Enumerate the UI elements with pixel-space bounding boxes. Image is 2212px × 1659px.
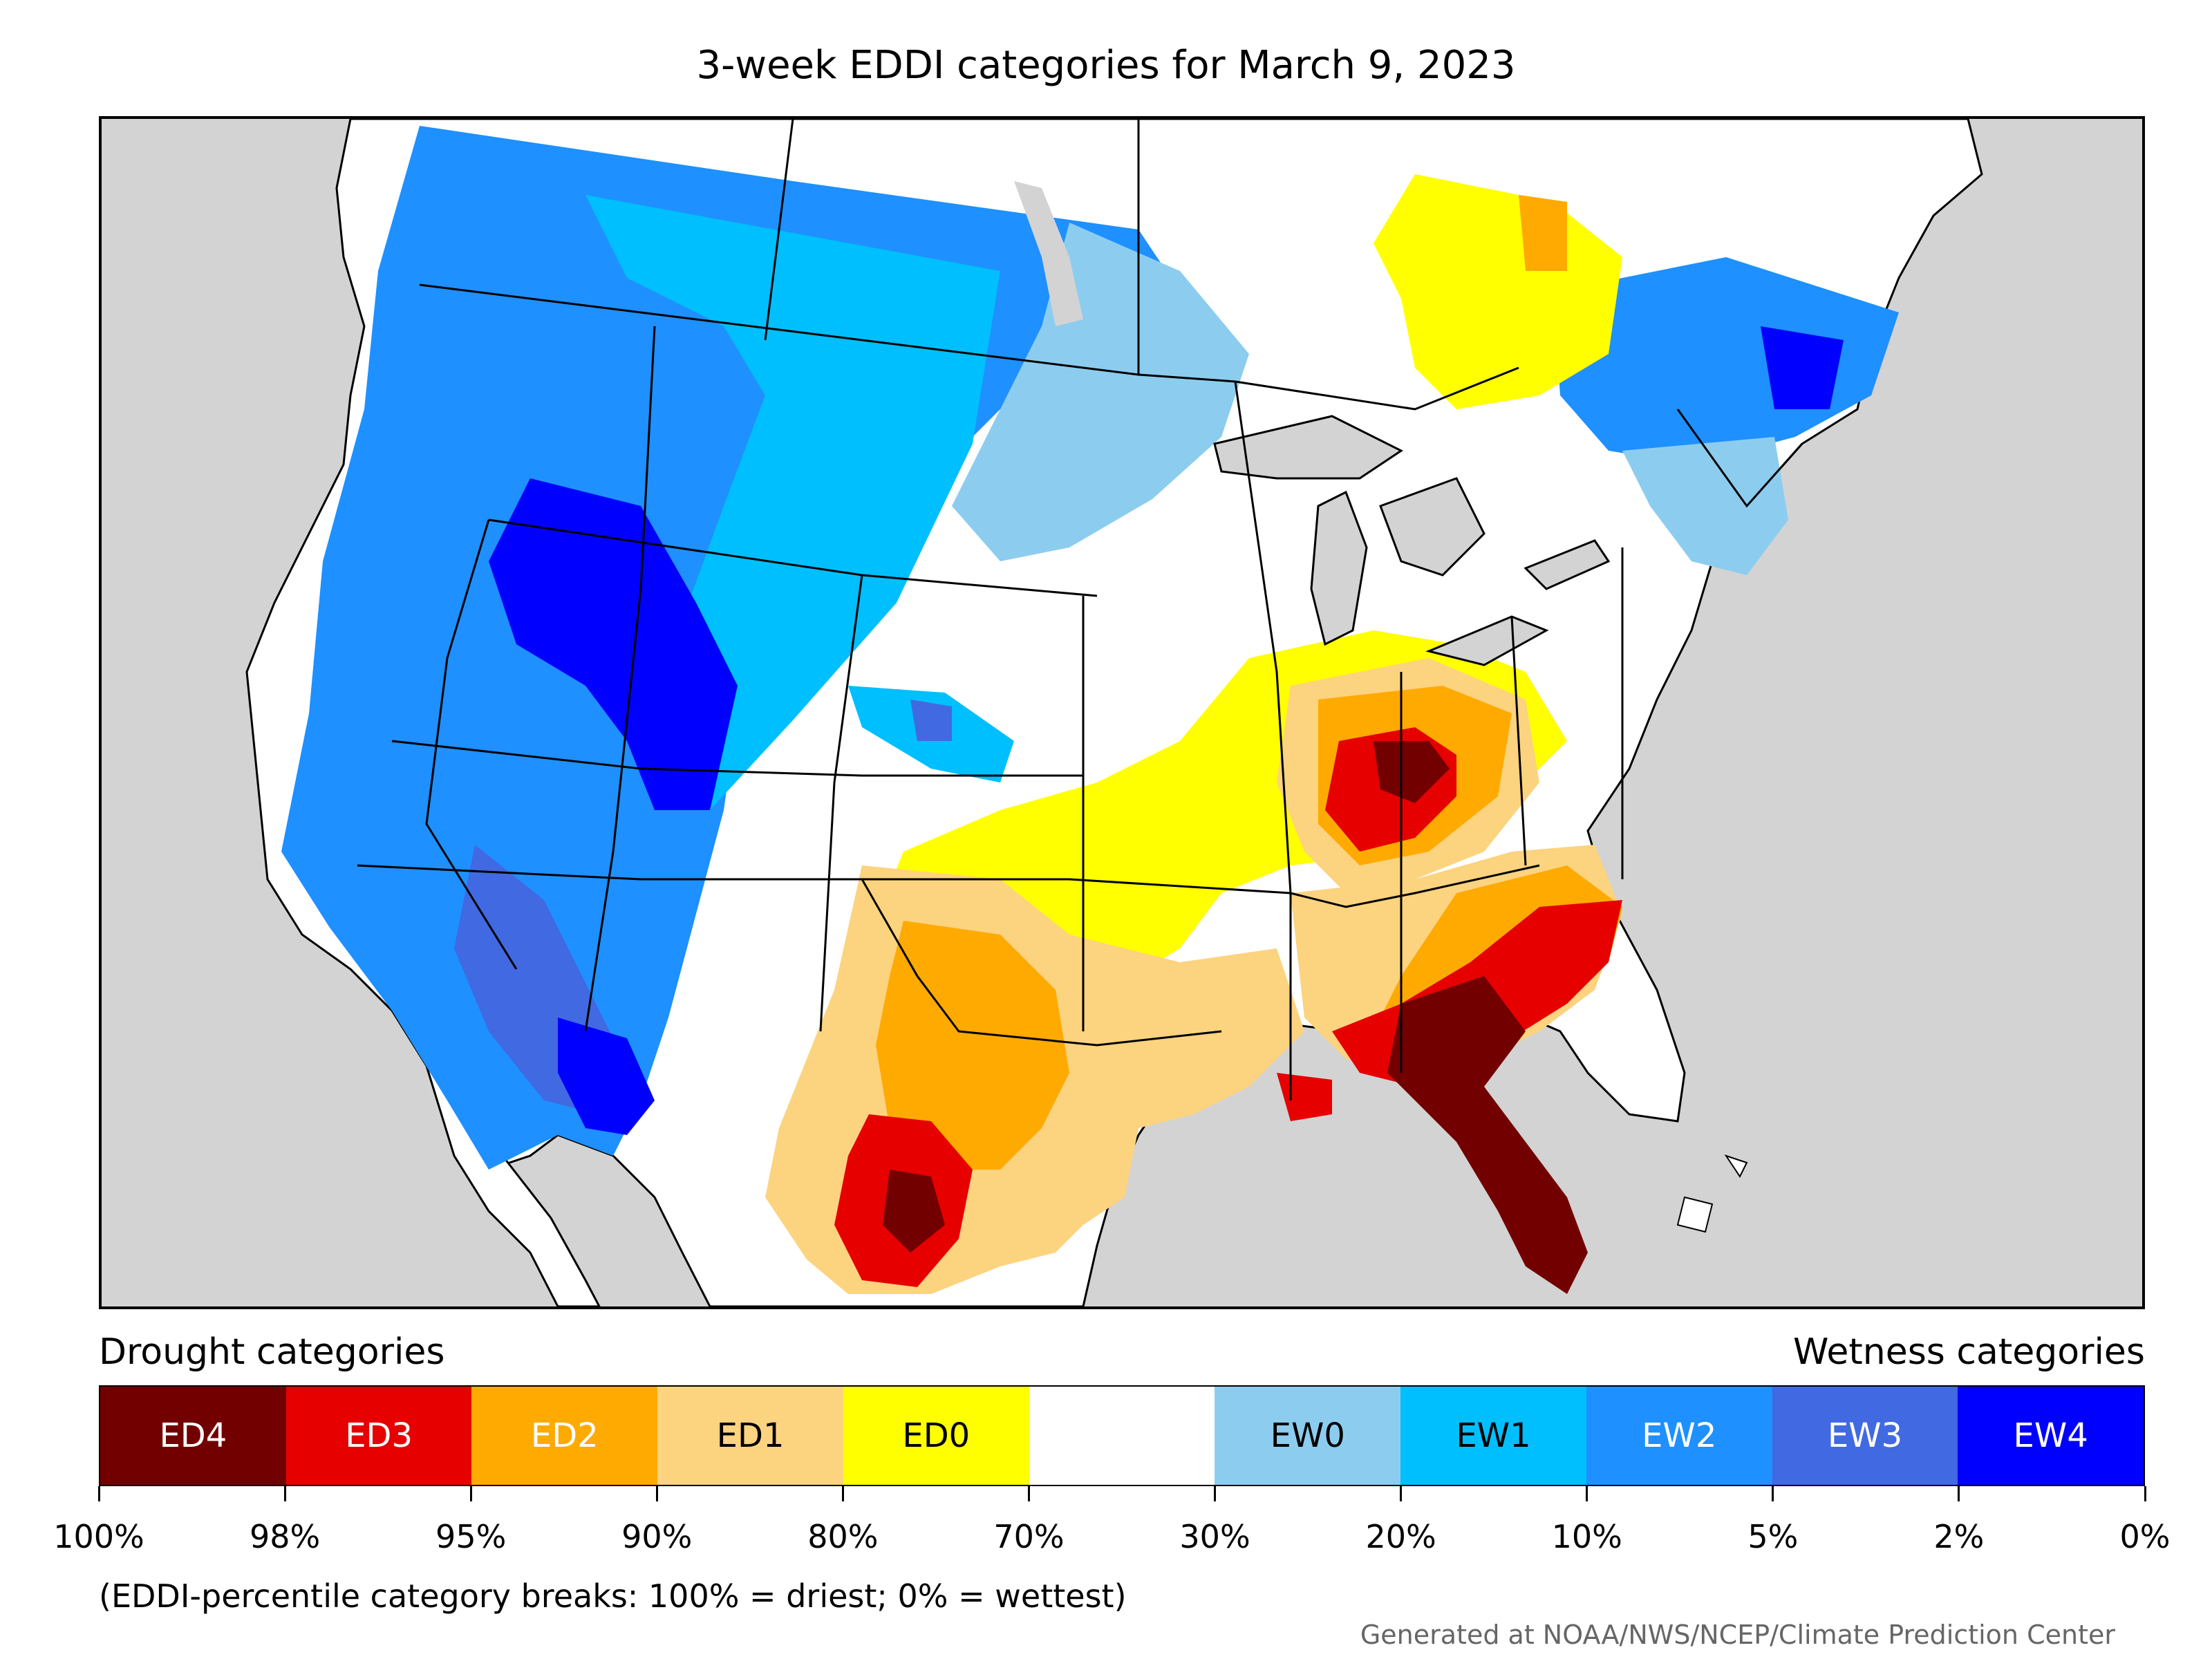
category-colorbar: ED4 ED3 ED2 ED1 ED0 EW0 EW1 EW2 EW3 EW4 — [99, 1385, 2145, 1486]
colorbar-tick-label: 95% — [435, 1518, 507, 1555]
colorbar-tick-label: 30% — [1179, 1518, 1250, 1555]
colorbar-cell-ew1: EW1 — [1400, 1387, 1586, 1485]
colorbar-cell-ed0: ED0 — [843, 1387, 1029, 1485]
drought-regions — [765, 174, 1622, 1294]
colorbar-cell-neutral — [1029, 1387, 1215, 1485]
colorbar-tick-label: 0% — [2119, 1518, 2171, 1555]
colorbar-tick — [841, 1486, 844, 1501]
colorbar-cell-ew4: EW4 — [1958, 1387, 2144, 1485]
colorbar-tick — [1214, 1486, 1217, 1501]
political-boundaries — [357, 119, 1803, 1100]
colorbar-tick — [1772, 1486, 1774, 1501]
colorbar-tick-label: 10% — [1551, 1518, 1622, 1555]
caribbean-islands — [1676, 1154, 1748, 1233]
colorbar-tick — [1027, 1486, 1030, 1501]
category-breaks-note: (EDDI-percentile category breaks: 100% =… — [99, 1577, 1127, 1615]
colorbar-tick-label: 20% — [1365, 1518, 1436, 1555]
map-canvas — [102, 119, 2142, 1306]
colorbar-tick-label: 90% — [621, 1518, 693, 1555]
colorbar-tick-label: 100% — [53, 1518, 144, 1555]
colorbar-ticks — [97, 1486, 2146, 1507]
colorbar-tick — [283, 1486, 286, 1501]
colorbar-tick — [97, 1486, 100, 1501]
colorbar-cell-ew0: EW0 — [1215, 1387, 1401, 1485]
drought-categories-heading: Drought categories — [99, 1331, 445, 1373]
colorbar-cell-ew3: EW3 — [1772, 1387, 1958, 1485]
colorbar-tick — [1586, 1486, 1588, 1501]
colorbar-tick-label: 70% — [993, 1518, 1065, 1555]
colorbar-tick-label: 80% — [807, 1518, 879, 1555]
wetness-categories-heading: Wetness categories — [1793, 1331, 2145, 1373]
colorbar-tick — [469, 1486, 472, 1501]
colorbar-tick — [1400, 1486, 1403, 1501]
great-lakes — [1014, 181, 1611, 666]
wetness-regions — [281, 126, 1899, 1170]
credit-line: Generated at NOAA/NWS/NCEP/Climate Predi… — [1360, 1620, 2115, 1650]
map-title: 3-week EDDI categories for March 9, 2023 — [696, 43, 1516, 88]
colorbar-tick — [655, 1486, 658, 1501]
colorbar-cell-ed1: ED1 — [657, 1387, 843, 1485]
colorbar-tick — [2144, 1486, 2146, 1501]
colorbar-cell-ed3: ED3 — [285, 1387, 472, 1485]
colorbar-tick-label: 98% — [249, 1518, 321, 1555]
colorbar-tick — [1958, 1486, 1960, 1501]
colorbar-tick-label: 2% — [1933, 1518, 1985, 1555]
colorbar-tick-label: 5% — [1747, 1518, 1799, 1555]
colorbar-cell-ed2: ED2 — [471, 1387, 658, 1485]
eddi-map — [99, 116, 2145, 1309]
colorbar-cell-ew2: EW2 — [1586, 1387, 1772, 1485]
colorbar-cell-ed4: ED4 — [100, 1387, 286, 1485]
